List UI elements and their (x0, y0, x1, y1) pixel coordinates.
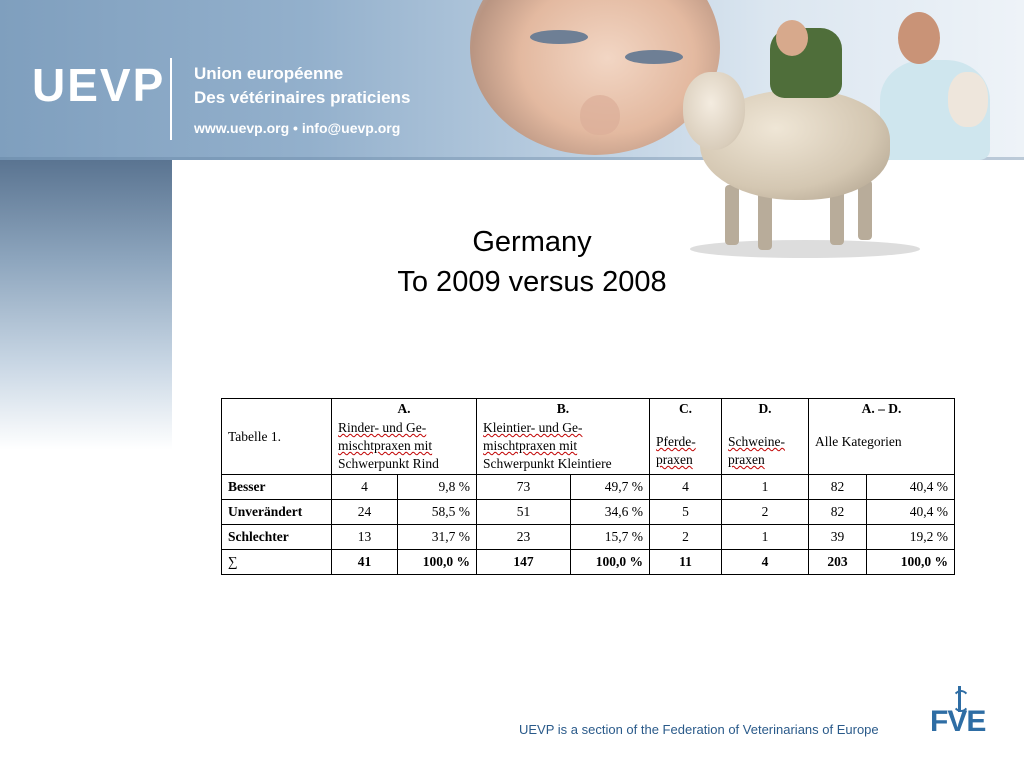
cell-all-count: 203 (808, 549, 867, 575)
group-desc-line: mischtpraxen mit (483, 438, 578, 453)
sheep-leg (830, 185, 844, 245)
cell-all-percent: 40,4 % (866, 474, 955, 500)
eye-right (625, 50, 683, 64)
table-row: Schlechter 13 31,7 % 23 15,7 % 2 1 39 19… (221, 524, 955, 550)
org-name-line2: Des vétérinaires praticiens (194, 88, 411, 107)
group-letter: D. (758, 401, 772, 416)
table-label: Tabelle 1. (228, 429, 282, 444)
cell-a-count: 24 (331, 499, 398, 525)
group-desc-line: Kleintier- und Ge- (483, 420, 583, 435)
uevp-logo: UEVP (32, 59, 166, 111)
cell-all-count: 82 (808, 499, 867, 525)
cell-d-count: 2 (721, 499, 809, 525)
cell-a-percent: 9,8 % (397, 474, 477, 500)
sheep-leg (758, 190, 772, 250)
group-desc-line: Rinder- und Ge- (338, 420, 427, 435)
group-desc-line: Schwerpunkt Rind (338, 456, 439, 471)
cell-a-count: 4 (331, 474, 398, 500)
eye-left (530, 30, 588, 44)
cell-b-count: 147 (476, 549, 571, 575)
slide-title: Germany To 2009 versus 2008 (332, 222, 732, 302)
cell-a-count: 41 (331, 549, 398, 575)
dog-image (948, 72, 988, 127)
row-label: Besser (221, 474, 332, 500)
cell-all-percent: 19,2 % (866, 524, 955, 550)
sidebar-gradient (0, 160, 172, 450)
banner-rule (0, 157, 1024, 160)
group-header-all: A. – D. Alle Kategorien (808, 398, 955, 475)
cell-b-percent: 100,0 % (570, 549, 650, 575)
group-letter: C. (678, 401, 693, 416)
group-desc-line: mischtpraxen mit (338, 438, 433, 453)
cell-a-percent: 31,7 % (397, 524, 477, 550)
table-header-row: Tabelle 1. A. Rinder- und Ge-mischtpraxe… (221, 398, 955, 475)
group-desc-line: praxen (728, 452, 765, 467)
title-country: Germany (472, 226, 592, 258)
vet1-head (776, 20, 808, 56)
snake-icon (952, 690, 970, 712)
table-row-total: ∑ 41 100,0 % 147 100,0 % 11 4 203 100,0 … (221, 549, 955, 575)
cell-c-count: 4 (649, 474, 722, 500)
sheep-head (683, 72, 745, 150)
group-header-c: C. Pferde-praxen (649, 398, 722, 475)
cell-a-count: 13 (331, 524, 398, 550)
cell-b-count: 23 (476, 524, 571, 550)
cell-b-count: 51 (476, 499, 571, 525)
title-subtitle: To 2009 versus 2008 (397, 266, 667, 298)
cell-c-count: 11 (649, 549, 722, 575)
cell-d-count: 1 (721, 474, 809, 500)
group-header-a: A. Rinder- und Ge-mischtpraxen mit Schwer… (331, 398, 477, 475)
row-label: Unverändert (221, 499, 332, 525)
footer-text: UEVP is a section of the Federation of V… (519, 722, 879, 737)
group-desc-line: Schweine- (728, 434, 785, 449)
cell-b-count: 73 (476, 474, 571, 500)
cell-all-percent: 40,4 % (866, 499, 955, 525)
header-banner: UEVP Union européenne Des vétérinaires p… (0, 0, 1024, 160)
cell-a-percent: 100,0 % (397, 549, 477, 575)
table-label-cell: Tabelle 1. (221, 398, 332, 475)
group-letter: A. – D. (861, 401, 902, 416)
cell-all-percent: 100,0 % (866, 549, 955, 575)
vet2-head (898, 12, 940, 64)
group-letter: A. (397, 401, 411, 416)
practice-trend-table: Tabelle 1. A. Rinder- und Ge-mischtpraxe… (221, 398, 955, 575)
cell-d-count: 4 (721, 549, 809, 575)
cell-d-count: 1 (721, 524, 809, 550)
cell-a-percent: 58,5 % (397, 499, 477, 525)
group-header-d: D. Schweine-praxen (721, 398, 809, 475)
row-label-sum: ∑ (221, 549, 332, 575)
cell-all-count: 39 (808, 524, 867, 550)
fve-logo: FVE (930, 705, 986, 738)
group-desc-line: Alle Kategorien (815, 434, 902, 449)
table-row: Unverändert 24 58,5 % 51 34,6 % 5 2 82 4… (221, 499, 955, 525)
cell-b-percent: 34,6 % (570, 499, 650, 525)
group-desc-line: praxen (656, 452, 693, 467)
group-header-b: B. Kleintier- und Ge-mischtpraxen mit Sch… (476, 398, 650, 475)
logo-divider (170, 58, 172, 140)
cell-b-percent: 15,7 % (570, 524, 650, 550)
sheep-leg (858, 180, 872, 240)
cell-c-count: 2 (649, 524, 722, 550)
sheep-leg (725, 185, 739, 245)
cell-all-count: 82 (808, 474, 867, 500)
group-desc-line: Pferde- (656, 434, 696, 449)
org-name-line1: Union européenne (194, 64, 344, 83)
group-letter: B. (556, 401, 570, 416)
org-contact: www.uevp.org • info@uevp.org (194, 120, 401, 136)
row-label: Schlechter (221, 524, 332, 550)
cell-b-percent: 49,7 % (570, 474, 650, 500)
nose-shape (580, 95, 620, 135)
table-row: Besser 4 9,8 % 73 49,7 % 4 1 82 40,4 % (221, 474, 955, 500)
group-desc-line: Schwerpunkt Kleintiere (483, 456, 612, 471)
sheep-shadow (690, 240, 920, 258)
cell-c-count: 5 (649, 499, 722, 525)
